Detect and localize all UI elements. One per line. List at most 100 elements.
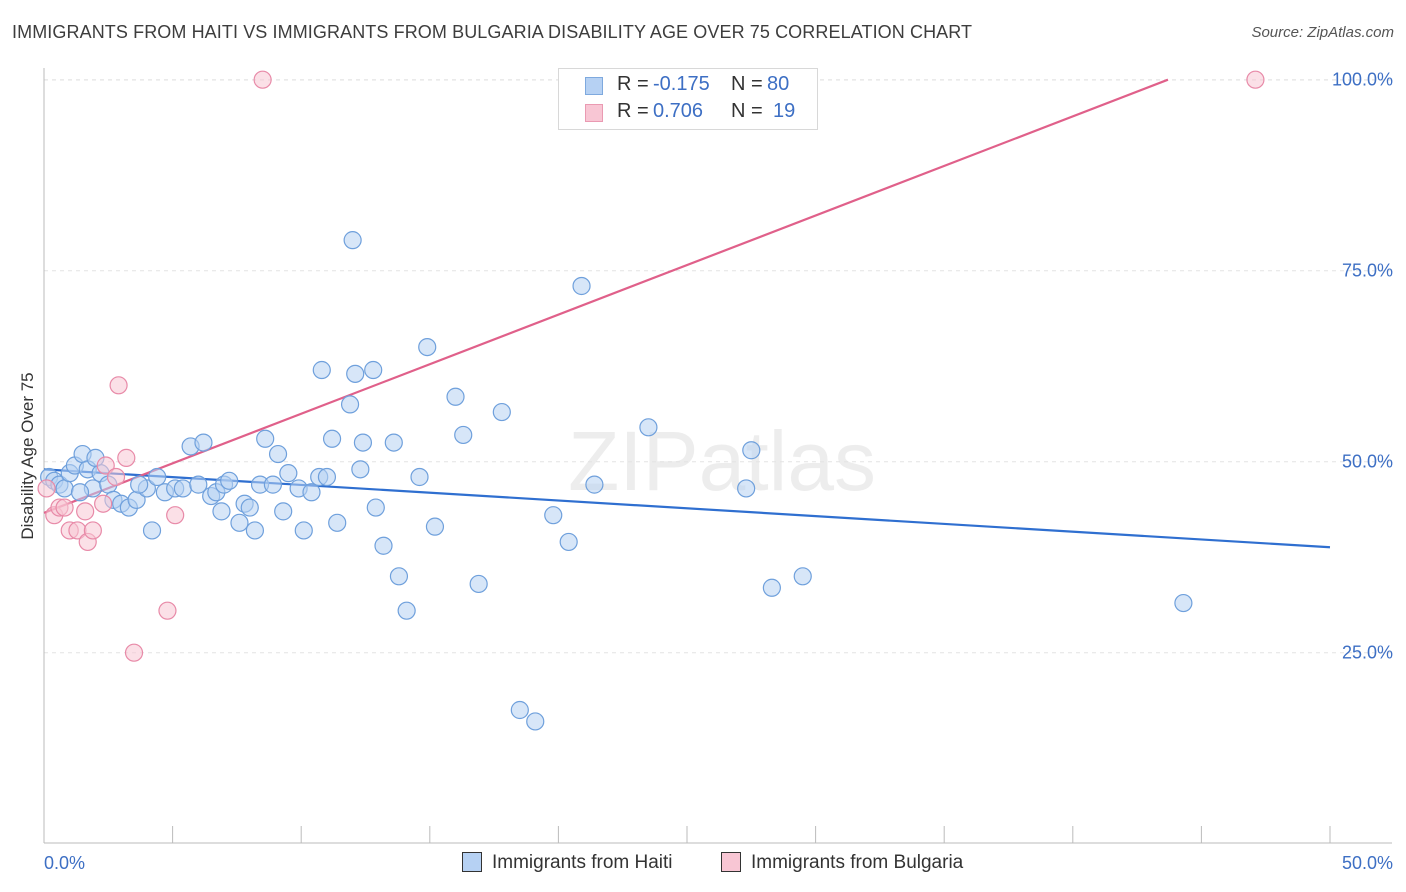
data-point	[340, 395, 360, 414]
data-point	[148, 467, 167, 487]
data-point	[317, 467, 337, 487]
data-point	[353, 433, 373, 452]
data-point	[106, 467, 126, 487]
data-point	[94, 494, 113, 513]
y-axis-title: Disability Age Over 75	[18, 372, 37, 540]
data-point	[559, 532, 578, 552]
data-point	[572, 276, 591, 296]
n-label: N =	[731, 100, 763, 122]
x-tick-label: 50.0%	[1342, 853, 1393, 873]
data-point	[256, 429, 275, 448]
data-point	[294, 521, 313, 540]
data-point	[312, 360, 331, 380]
trend-line	[43, 78, 1169, 514]
data-point	[639, 418, 658, 437]
data-point	[245, 521, 265, 540]
axes	[43, 68, 1392, 844]
data-point	[384, 433, 403, 452]
stats-row-bulgaria: R = 0.706 N = 19	[559, 100, 817, 128]
data-point	[526, 712, 545, 731]
data-point	[263, 475, 283, 494]
data-point	[328, 513, 347, 532]
data-point	[55, 479, 74, 498]
watermark: ZIPatlas	[568, 414, 876, 508]
data-point	[194, 433, 213, 452]
bulgaria-legend-icon	[721, 852, 741, 872]
data-point	[124, 643, 144, 662]
data-point	[737, 479, 756, 498]
stats-box: R = -0.175 N = 80 R = 0.706 N = 19	[558, 68, 818, 130]
y-tick-label: 25.0%	[1342, 643, 1393, 663]
data-point	[322, 429, 342, 448]
data-points	[37, 70, 1265, 731]
data-point	[37, 479, 56, 498]
tick-labels: 25.0% 50.0% 75.0% 100.0% 0.0% 50.0%	[44, 70, 1393, 873]
grid-lines	[44, 79, 1392, 654]
data-point	[425, 517, 445, 536]
data-point	[268, 444, 288, 464]
n-label: N =	[731, 73, 763, 95]
data-point	[220, 471, 239, 490]
data-point	[83, 521, 102, 540]
data-point	[96, 456, 115, 475]
data-point	[343, 231, 362, 250]
data-point	[1174, 593, 1193, 613]
data-point	[55, 498, 74, 517]
data-point	[230, 513, 249, 532]
data-point	[212, 502, 231, 521]
chart-legend: Immigrants from Haiti Immigrants from Bu…	[0, 850, 1406, 880]
data-point	[585, 475, 604, 494]
data-point	[762, 578, 781, 597]
legend-item-bulgaria[interactable]: Immigrants from Bulgaria	[721, 852, 963, 874]
r-value: -0.175	[653, 73, 710, 95]
data-point	[1246, 70, 1265, 89]
stats-row-haiti: R = -0.175 N = 80	[559, 73, 817, 101]
data-point	[351, 460, 370, 479]
data-point	[158, 601, 177, 620]
n-value: 80	[767, 73, 790, 95]
data-point	[166, 506, 185, 525]
r-label: R =	[617, 73, 649, 95]
data-point	[742, 441, 761, 460]
data-point	[76, 502, 95, 521]
y-tick-label: 50.0%	[1342, 452, 1393, 472]
data-point	[454, 425, 473, 445]
data-point	[346, 364, 365, 383]
source-label: Source: ZipAtlas.com	[1251, 24, 1394, 41]
data-point	[510, 700, 529, 720]
legend-item-haiti[interactable]: Immigrants from Haiti	[462, 852, 673, 874]
data-point	[173, 479, 192, 498]
bulgaria-swatch-icon	[585, 104, 603, 122]
chart-title: IMMIGRANTS FROM HAITI VS IMMIGRANTS FROM…	[12, 22, 973, 42]
data-point	[374, 536, 393, 555]
data-point	[544, 506, 563, 525]
data-point	[366, 498, 385, 517]
legend-label: Immigrants from Bulgaria	[751, 852, 964, 873]
data-point	[389, 567, 409, 586]
x-tick-label: 0.0%	[44, 853, 85, 873]
data-point	[397, 601, 416, 620]
data-point	[793, 567, 812, 586]
data-point	[469, 574, 488, 594]
data-point	[240, 498, 259, 517]
data-point	[410, 467, 429, 487]
data-point	[364, 360, 383, 380]
r-value: 0.706	[653, 100, 704, 122]
haiti-swatch-icon	[585, 77, 603, 95]
data-point	[189, 475, 208, 494]
y-tick-label: 100.0%	[1332, 70, 1393, 90]
data-point	[130, 475, 149, 494]
data-point	[418, 338, 437, 357]
n-value: 19	[773, 100, 796, 122]
haiti-legend-icon	[462, 852, 482, 872]
legend-label: Immigrants from Haiti	[492, 852, 673, 873]
data-point	[492, 402, 511, 422]
data-point	[253, 70, 272, 89]
r-label: R =	[617, 100, 649, 122]
data-point	[70, 483, 90, 502]
data-point	[142, 521, 162, 540]
data-point	[109, 376, 128, 395]
data-point	[302, 483, 321, 502]
data-point	[279, 464, 298, 483]
